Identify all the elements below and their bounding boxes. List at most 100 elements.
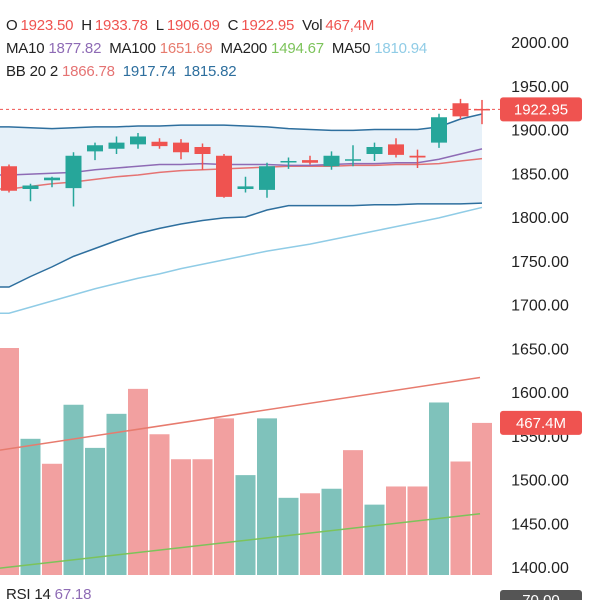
volume-tag bbox=[500, 410, 582, 435]
volume-bar bbox=[235, 475, 256, 575]
y-axis-tick-label: 1600.00 bbox=[511, 385, 569, 402]
y-axis-tick-label: 1900.00 bbox=[511, 123, 569, 140]
volume-bar bbox=[321, 488, 342, 575]
candlesticks bbox=[1, 98, 490, 207]
candle-body bbox=[1, 166, 17, 191]
ma100-label: MA100 bbox=[109, 40, 156, 57]
open-value: 1923.50 bbox=[20, 17, 74, 34]
volume-bar bbox=[257, 418, 277, 575]
bb-label: BB 20 2 bbox=[6, 63, 58, 80]
volume-bar bbox=[300, 493, 320, 575]
volume-bar bbox=[214, 418, 234, 575]
bb-fill-area bbox=[0, 113, 482, 287]
candle-body bbox=[130, 136, 146, 145]
volume-moving-averages bbox=[0, 376, 481, 569]
candle-body bbox=[194, 147, 211, 154]
last-price-tag-text: 1922.95 bbox=[514, 101, 568, 118]
candle-body bbox=[345, 159, 361, 161]
candle-body bbox=[366, 147, 383, 154]
price-axis: 2000.00 1950.00 1900.00 1850.00 1800.00 1750.… bbox=[511, 35, 569, 577]
volume-bars bbox=[0, 348, 492, 575]
volume-bar bbox=[128, 388, 148, 575]
ma200-label: MA200 bbox=[220, 40, 268, 57]
candle-body bbox=[237, 186, 254, 189]
volume-label: Vol bbox=[302, 17, 323, 34]
ma50-value: 1810.94 bbox=[374, 40, 428, 57]
volume-bar bbox=[472, 422, 492, 575]
bb-mid-value: 1866.78 bbox=[61, 63, 115, 80]
volume-bar bbox=[343, 450, 363, 575]
ma-legend: MA10 1877.82 MA100 1651.69 MA200 1494.67 MA… bbox=[6, 40, 431, 57]
candle-body bbox=[87, 145, 103, 152]
value-tags: 1922.95 467.4M 70.00 bbox=[0, 97, 582, 600]
candle-body bbox=[22, 185, 39, 189]
rsi-legend: RSI 14 67.18 bbox=[6, 586, 95, 603]
bb-lower-line bbox=[0, 202, 483, 288]
bb-lower-value: 1815.82 bbox=[183, 63, 237, 80]
low-value: 1906.09 bbox=[166, 17, 220, 34]
volume-bar bbox=[450, 461, 471, 575]
volume-bar bbox=[278, 497, 299, 575]
rsi-tag-text: 70.00 bbox=[522, 592, 560, 600]
candle-body bbox=[323, 155, 340, 167]
y-axis-tick-label: 1700.00 bbox=[511, 298, 569, 315]
volume-bar bbox=[364, 504, 385, 575]
candle-body bbox=[173, 142, 189, 153]
y-axis-tick-label: 1450.00 bbox=[511, 516, 569, 533]
low-label: L bbox=[155, 17, 164, 34]
candle-body bbox=[452, 103, 469, 117]
ma200-value: 1494.67 bbox=[271, 40, 324, 57]
volume-value: 467,4M bbox=[325, 17, 375, 34]
candle-body bbox=[151, 141, 168, 147]
volume-bar bbox=[63, 404, 84, 575]
ma50-line bbox=[0, 206, 483, 314]
volume-bar bbox=[42, 463, 62, 575]
volume-bar bbox=[149, 434, 170, 575]
close-label: C bbox=[227, 17, 239, 34]
candle-body bbox=[280, 161, 297, 163]
y-axis-tick-label: 1950.00 bbox=[511, 79, 569, 96]
candle-body bbox=[65, 155, 82, 189]
volume-bar bbox=[386, 486, 406, 575]
volume-bar bbox=[106, 413, 127, 575]
volume-bar bbox=[20, 438, 41, 575]
ma10-label: MA10 bbox=[6, 40, 45, 57]
candle-body bbox=[431, 117, 447, 143]
volume-tag-text: 467.4M bbox=[516, 415, 566, 432]
candle-body bbox=[216, 155, 232, 197]
volume-bar bbox=[171, 459, 191, 575]
candle-body bbox=[44, 177, 60, 181]
rsi-label: RSI 14 bbox=[6, 586, 51, 603]
y-axis-tick-label: 1500.00 bbox=[511, 473, 569, 490]
volume-ma-line-a bbox=[0, 376, 481, 451]
last-price-tag bbox=[500, 97, 582, 122]
ohlc-legend: O 1923.50 H 1933.78 L 1906.09 C 1922.95 Vol 4… bbox=[6, 17, 378, 34]
y-axis-tick-label: 1650.00 bbox=[511, 341, 569, 358]
volume-bar bbox=[85, 447, 105, 575]
bb-upper-line bbox=[0, 113, 483, 132]
volume-bar bbox=[192, 459, 213, 575]
high-value: 1933.78 bbox=[94, 17, 148, 34]
high-label: H bbox=[81, 17, 92, 34]
volume-bar bbox=[0, 348, 19, 575]
rsi-tag bbox=[500, 590, 582, 600]
y-axis-tick-label: 1400.00 bbox=[511, 560, 569, 577]
bb-upper-value: 1917.74 bbox=[122, 63, 176, 80]
y-axis-tick-label: 1850.00 bbox=[511, 166, 569, 183]
y-axis-tick-label: 1800.00 bbox=[511, 210, 569, 227]
y-axis-tick-label: 2000.00 bbox=[511, 35, 569, 52]
y-axis-tick-label: 1750.00 bbox=[511, 254, 569, 271]
candle-body bbox=[259, 166, 275, 190]
candle-body bbox=[388, 144, 404, 155]
rsi-value: 67.18 bbox=[54, 586, 92, 603]
volume-ma-line-b bbox=[0, 512, 481, 569]
open-label: O bbox=[6, 17, 18, 34]
ma50-label: MA50 bbox=[331, 40, 371, 57]
close-value: 1922.95 bbox=[241, 17, 295, 34]
bollinger-band-fill bbox=[0, 113, 482, 287]
candle-body bbox=[302, 160, 318, 163]
candle-body bbox=[108, 142, 125, 149]
volume-bar bbox=[429, 402, 449, 575]
bb-legend: BB 20 2 1866.78 1917.74 1815.82 bbox=[6, 63, 240, 80]
